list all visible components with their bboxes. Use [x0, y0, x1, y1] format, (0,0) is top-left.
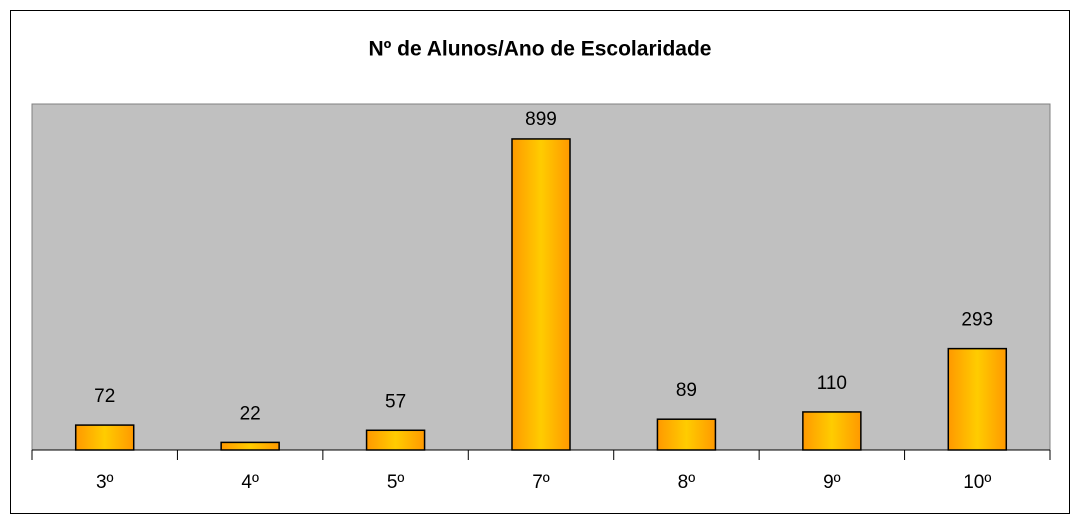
data-label: 57: [385, 391, 406, 412]
chart-title: Nº de Alunos/Ano de Escolaridade: [369, 38, 712, 61]
x-tick-label: 10º: [963, 472, 991, 493]
x-tick-label: 9º: [823, 472, 841, 493]
x-tick-label: 4º: [241, 472, 259, 493]
data-label: 293: [961, 310, 993, 331]
bar: [365, 429, 426, 451]
data-label: 22: [240, 403, 261, 424]
x-tick-label: 5º: [387, 472, 405, 493]
bar: [656, 418, 717, 451]
bar: [947, 347, 1008, 451]
data-label: 899: [525, 109, 557, 130]
data-label: 89: [676, 380, 697, 401]
bar: [220, 441, 280, 451]
bar: [74, 424, 135, 451]
bar: [511, 138, 571, 451]
x-tick-label: 8º: [678, 472, 696, 493]
bar: [802, 411, 862, 451]
data-label: 110: [817, 373, 847, 394]
x-tick-label: 3º: [96, 472, 114, 493]
data-label: 72: [94, 386, 115, 407]
x-tick-label: 7º: [532, 472, 550, 493]
